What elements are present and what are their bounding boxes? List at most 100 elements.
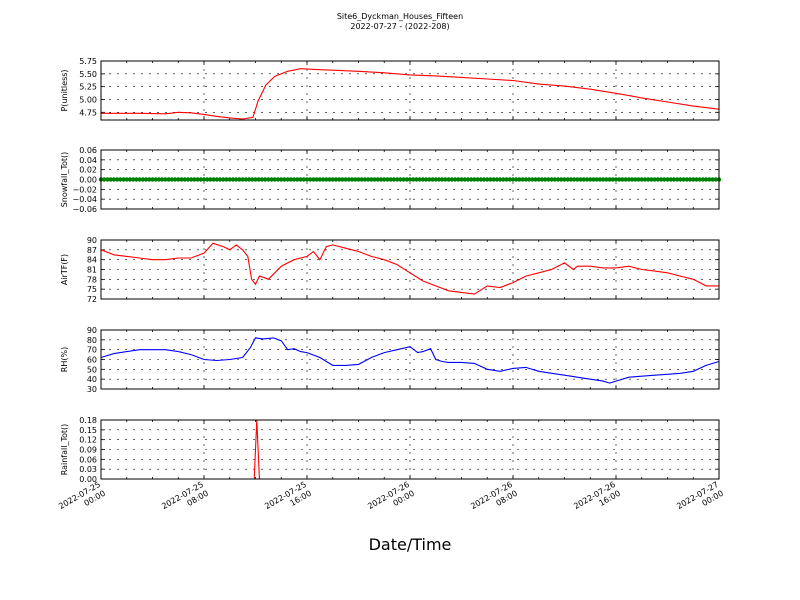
data-point (488, 177, 493, 182)
series-line (100, 242, 719, 295)
data-point (501, 177, 506, 182)
y-tick-label: 84 (87, 256, 97, 265)
y-tick-label: 0.18 (79, 416, 97, 425)
data-point (526, 177, 532, 182)
data-point (588, 177, 593, 182)
data-point (211, 177, 216, 182)
data-point (291, 177, 297, 182)
data-point (349, 177, 355, 182)
y-tick-label: 5.75 (79, 57, 97, 66)
data-point (314, 177, 319, 182)
series-line (101, 68, 720, 120)
data-point (542, 177, 548, 182)
data-point (607, 177, 612, 182)
plot-frame (100, 239, 720, 300)
data-point (172, 177, 178, 182)
data-point (446, 177, 451, 182)
data-point (684, 177, 690, 182)
data-point (201, 177, 207, 182)
y-tick-label: 0.09 (79, 446, 97, 455)
data-point (581, 177, 587, 182)
data-point (420, 177, 426, 182)
data-point (246, 177, 252, 182)
y-tick-label: 4.75 (79, 108, 97, 117)
data-point (195, 177, 200, 182)
data-point (324, 177, 329, 182)
data-point (295, 177, 300, 182)
x-tick-label: 2022-07-2700:00 (675, 480, 725, 520)
data-point (475, 177, 480, 182)
y-tick-label: 0.03 (79, 465, 97, 474)
data-point (317, 177, 323, 182)
data-point (166, 177, 171, 182)
data-point (665, 177, 670, 182)
data-point (414, 177, 419, 182)
plot-frame (100, 329, 720, 390)
data-point (681, 177, 686, 182)
panel-4: 0.180.150.120.090.060.030.00 Rainfall_Tot… (60, 416, 720, 484)
data-point (394, 177, 400, 182)
data-point (336, 177, 342, 182)
data-point (468, 177, 474, 182)
data-point (620, 177, 625, 182)
data-point (217, 177, 223, 182)
data-point (118, 177, 123, 182)
data-point (700, 177, 706, 182)
data-point (114, 177, 120, 182)
y-axis-label: P(unitless) (60, 69, 69, 111)
data-point (462, 177, 467, 182)
data-point (520, 177, 525, 182)
data-point (272, 177, 278, 182)
data-point (333, 177, 339, 182)
data-point (465, 177, 471, 182)
data-point (346, 177, 352, 182)
data-point (320, 177, 326, 182)
data-point (159, 177, 165, 182)
data-point (343, 177, 348, 182)
data-point (481, 177, 487, 182)
data-point (707, 177, 712, 182)
data-point (504, 177, 509, 182)
data-point (578, 177, 583, 182)
data-point (369, 177, 374, 182)
data-point (262, 177, 268, 182)
data-point (449, 177, 455, 182)
data-point (629, 177, 635, 182)
data-point (205, 177, 210, 182)
data-point (510, 177, 516, 182)
data-point (497, 177, 503, 182)
data-point (459, 177, 464, 182)
data-point (285, 177, 290, 182)
y-tick-label: 60 (87, 356, 97, 365)
y-tick-label: 80 (87, 336, 97, 345)
series-line (100, 337, 720, 384)
y-tick-label: 87 (87, 246, 97, 255)
panel-1: 0.060.040.020.00−0.02−0.04−0.06Snowfall_… (60, 146, 722, 214)
data-point (530, 177, 535, 182)
x-tick-label: 2022-07-2500:00 (57, 480, 107, 520)
data-point (140, 177, 146, 182)
data-point (517, 177, 522, 182)
data-point (179, 177, 184, 182)
y-tick-label: 75 (87, 285, 97, 294)
data-point (391, 177, 397, 182)
data-point (568, 177, 574, 182)
y-tick-label: 5.50 (79, 70, 97, 79)
data-point (382, 177, 387, 182)
data-point (658, 177, 664, 182)
data-point (617, 177, 622, 182)
data-point (613, 177, 619, 182)
data-point (130, 177, 136, 182)
data-point (214, 177, 220, 182)
y-tick-label: −0.04 (72, 195, 97, 204)
data-point (452, 177, 458, 182)
data-point (298, 177, 303, 182)
data-point (597, 177, 603, 182)
data-point (423, 177, 429, 182)
data-point (552, 177, 558, 182)
data-point (565, 177, 570, 182)
data-point (694, 177, 699, 182)
data-point (439, 177, 445, 182)
data-point (353, 177, 358, 182)
y-tick-label: −0.02 (72, 185, 97, 194)
